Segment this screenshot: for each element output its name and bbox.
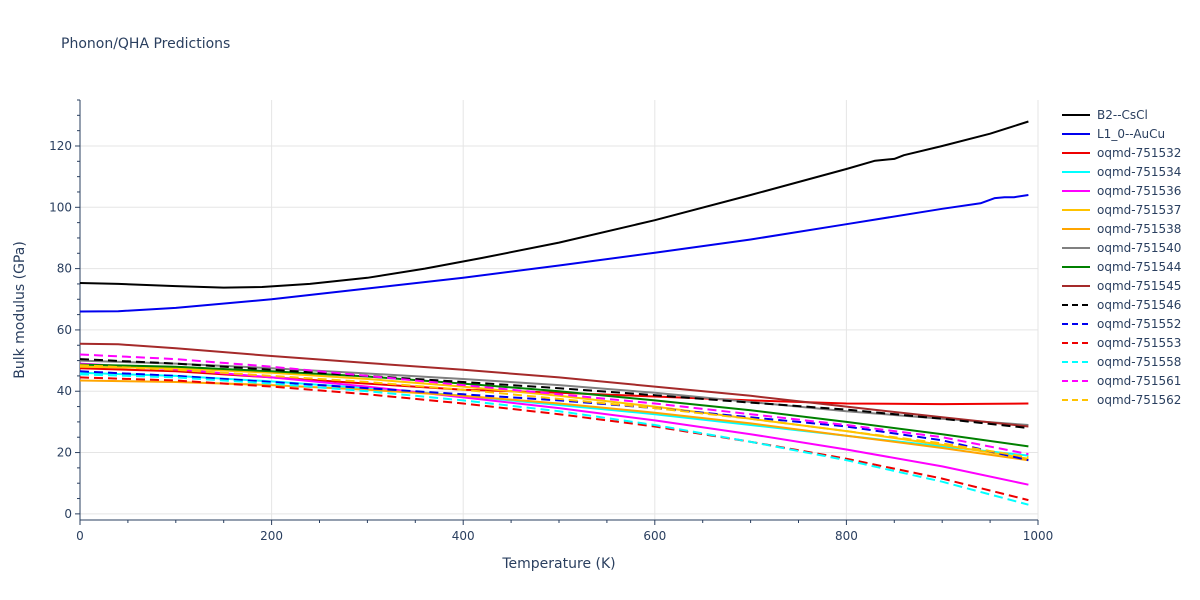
series-line-L1_0--AuCu xyxy=(79,194,1029,313)
series-line-oqmd-751562 xyxy=(79,364,1029,459)
y-tick-label: 80 xyxy=(57,262,72,276)
legend-label[interactable]: oqmd-751538 xyxy=(1097,222,1181,236)
legend-label[interactable]: oqmd-751561 xyxy=(1097,374,1181,388)
series-line-oqmd-751561 xyxy=(79,353,1029,456)
legend-label[interactable]: L1_0--AuCu xyxy=(1097,127,1165,141)
x-tick-label: 0 xyxy=(76,529,84,543)
y-axis-title: Bulk modulus (GPa) xyxy=(12,241,28,379)
legend-label[interactable]: oqmd-751562 xyxy=(1097,393,1181,407)
legend-label[interactable]: oqmd-751537 xyxy=(1097,203,1181,217)
y-tick-label: 0 xyxy=(64,507,72,521)
series-line-oqmd-751553 xyxy=(79,376,1029,502)
legend-label[interactable]: oqmd-751553 xyxy=(1097,336,1181,350)
legend-label[interactable]: oqmd-751546 xyxy=(1097,298,1181,312)
y-tick-label: 40 xyxy=(57,384,72,398)
series-line-oqmd-751544 xyxy=(79,363,1029,448)
legend-label[interactable]: B2--CsCl xyxy=(1097,108,1148,122)
plot-area xyxy=(80,100,1038,520)
x-tick-label: 800 xyxy=(835,529,858,543)
x-tick-label: 1000 xyxy=(1023,529,1054,543)
legend-label[interactable]: oqmd-751552 xyxy=(1097,317,1181,331)
series-line-B2--CsCl xyxy=(79,120,1029,289)
x-tick-label: 600 xyxy=(643,529,666,543)
legend-label[interactable]: oqmd-751545 xyxy=(1097,279,1181,293)
y-tick-label: 100 xyxy=(49,200,72,214)
legend-label[interactable]: oqmd-751544 xyxy=(1097,260,1181,274)
legend-label[interactable]: oqmd-751532 xyxy=(1097,146,1181,160)
x-tick-label: 400 xyxy=(452,529,475,543)
x-tick-label: 200 xyxy=(260,529,283,543)
y-tick-label: 20 xyxy=(57,446,72,460)
series-line-oqmd-751558 xyxy=(79,373,1029,506)
legend-label[interactable]: oqmd-751536 xyxy=(1097,184,1181,198)
chart-title: Phonon/QHA Predictions xyxy=(61,36,231,52)
legend-label[interactable]: oqmd-751558 xyxy=(1097,355,1181,369)
y-tick-label: 120 xyxy=(49,139,72,153)
legend-label[interactable]: oqmd-751540 xyxy=(1097,241,1181,255)
series-line-oqmd-751545 xyxy=(79,342,1029,428)
legend-label[interactable]: oqmd-751534 xyxy=(1097,165,1181,179)
series-line-oqmd-751552 xyxy=(79,370,1029,462)
x-axis-title: Temperature (K) xyxy=(501,556,615,572)
series-line-oqmd-751546 xyxy=(79,358,1029,429)
series-line-oqmd-751540 xyxy=(79,359,1029,426)
y-tick-label: 60 xyxy=(57,323,72,337)
